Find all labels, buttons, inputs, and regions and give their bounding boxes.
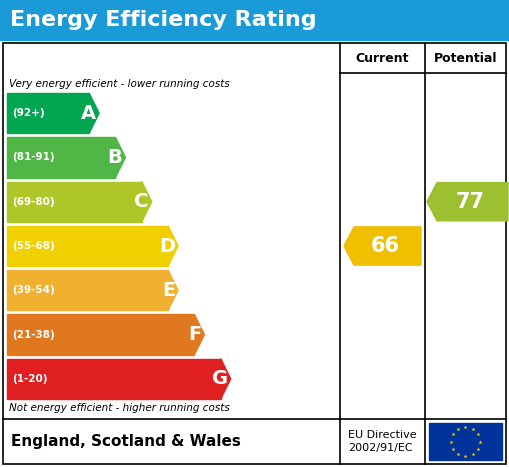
Text: Potential: Potential xyxy=(434,51,497,64)
Text: C: C xyxy=(134,192,149,211)
Polygon shape xyxy=(116,137,125,177)
Bar xyxy=(7,226,168,266)
Bar xyxy=(0,0,509,40)
Text: 77: 77 xyxy=(456,192,485,212)
Polygon shape xyxy=(168,270,178,311)
Text: Not energy efficient - higher running costs: Not energy efficient - higher running co… xyxy=(9,403,230,413)
Text: G: G xyxy=(212,369,228,389)
Polygon shape xyxy=(221,359,231,399)
Text: Current: Current xyxy=(356,51,409,64)
Polygon shape xyxy=(142,182,152,222)
Bar xyxy=(7,137,116,177)
Bar xyxy=(7,93,89,133)
Polygon shape xyxy=(344,227,421,265)
Text: B: B xyxy=(108,148,123,167)
Text: (69-80): (69-80) xyxy=(12,197,54,207)
Bar xyxy=(7,182,142,222)
Text: Very energy efficient - lower running costs: Very energy efficient - lower running co… xyxy=(9,79,230,89)
Polygon shape xyxy=(168,226,178,266)
Text: Energy Efficiency Rating: Energy Efficiency Rating xyxy=(10,10,317,30)
Text: D: D xyxy=(159,236,175,255)
Text: England, Scotland & Wales: England, Scotland & Wales xyxy=(11,434,241,449)
Polygon shape xyxy=(194,314,205,355)
Text: 2002/91/EC: 2002/91/EC xyxy=(348,444,413,453)
Text: A: A xyxy=(81,104,96,123)
Text: (92+): (92+) xyxy=(12,108,45,118)
Polygon shape xyxy=(89,93,99,133)
Text: (1-20): (1-20) xyxy=(12,374,47,384)
Text: (81-91): (81-91) xyxy=(12,152,54,163)
Text: (39-54): (39-54) xyxy=(12,285,55,295)
Bar xyxy=(7,270,168,311)
Text: EU Directive: EU Directive xyxy=(348,430,417,439)
Text: (21-38): (21-38) xyxy=(12,330,55,340)
Text: F: F xyxy=(188,325,202,344)
Bar xyxy=(7,314,194,355)
Bar xyxy=(7,359,221,399)
Text: 66: 66 xyxy=(371,236,400,256)
Text: (55-68): (55-68) xyxy=(12,241,55,251)
Polygon shape xyxy=(427,183,508,221)
Text: E: E xyxy=(162,281,175,300)
Bar xyxy=(429,423,502,460)
